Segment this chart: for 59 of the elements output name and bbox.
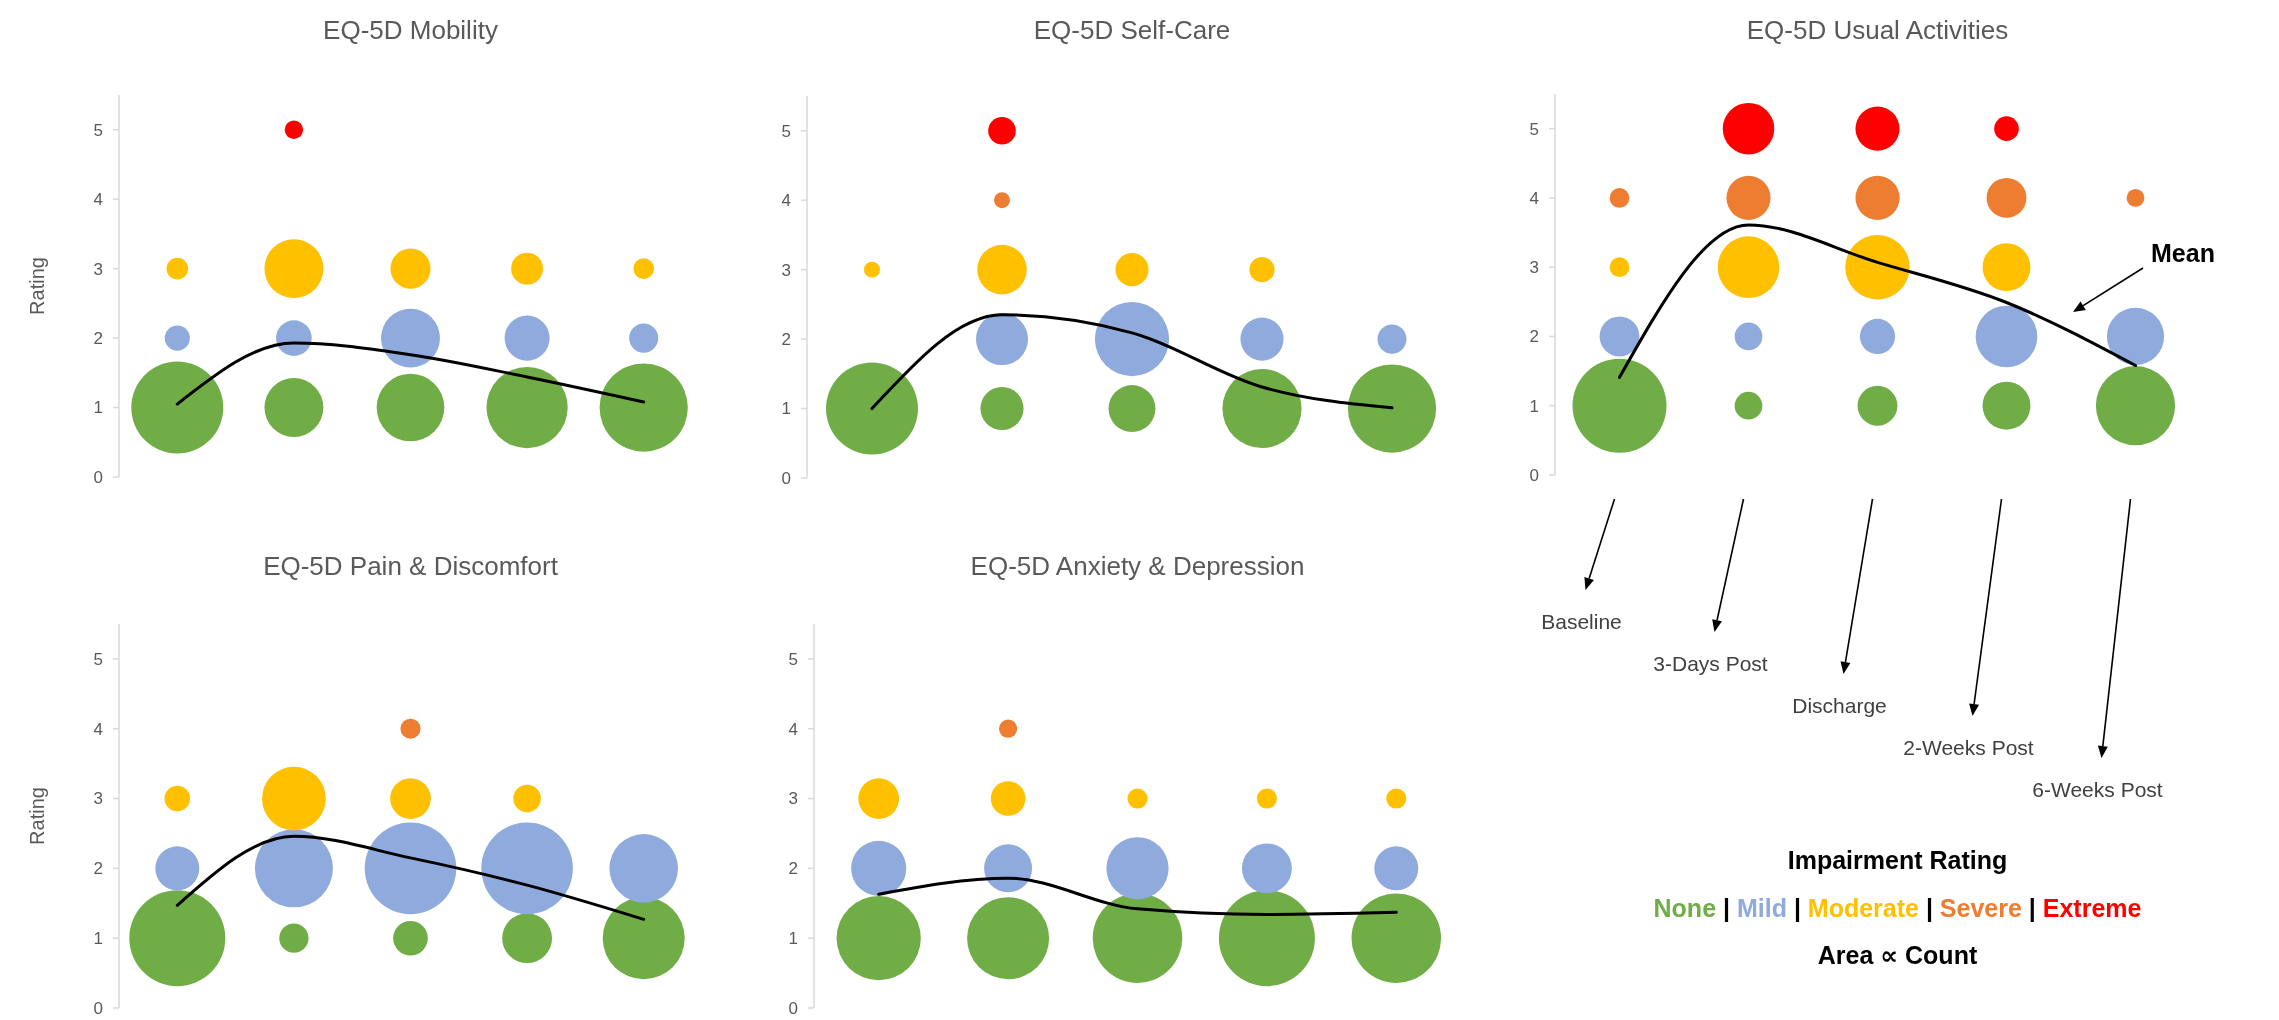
line-series (1618, 223, 2137, 379)
text: Discharge (1792, 694, 1887, 718)
y-axis-title: Rating (26, 257, 48, 315)
y-tick-label: 3 (781, 260, 791, 280)
line-series (877, 876, 1398, 916)
text: None (1653, 893, 1717, 922)
y-tick-label: 0 (1529, 465, 1539, 485)
y-tick-label: 2 (1529, 327, 1539, 347)
text: Moderate (1807, 893, 1920, 922)
text: Mean (2151, 239, 2215, 268)
line-series (175, 834, 646, 921)
chart-title: EQ-5D Usual Activities (1746, 15, 2009, 46)
y-tick-label: 3 (93, 789, 103, 809)
y-tick-label: 2 (93, 859, 103, 879)
text: | (1786, 893, 1808, 922)
text: Baseline (1541, 610, 1622, 634)
y-tick-label: 3 (788, 789, 798, 809)
text: 6-Weeks Post (2032, 778, 2163, 802)
y-tick-label: 2 (781, 330, 791, 350)
chart-title: EQ-5D Pain & Discomfort (263, 551, 559, 582)
text: | (1716, 893, 1737, 922)
y-axis-title: Rating (26, 787, 48, 845)
y-tick-label: 0 (788, 998, 798, 1018)
text: | (2021, 893, 2043, 922)
text: Area ∝ Count (1817, 940, 1978, 969)
chart-title: EQ-5D Mobility (323, 15, 498, 46)
text: 2-Weeks Post (1903, 736, 2034, 760)
line-series (870, 313, 1394, 411)
y-tick-label: 4 (781, 191, 791, 211)
text: Mild (1736, 893, 1787, 922)
chart-title: EQ-5D Anxiety & Depression (970, 551, 1305, 582)
y-tick-label: 1 (93, 398, 103, 418)
text: | (1918, 893, 1940, 922)
y-tick-label: 1 (93, 929, 103, 949)
y-tick-label: 0 (93, 998, 103, 1018)
text: Extreme (2042, 893, 2142, 922)
y-tick-label: 4 (93, 719, 103, 739)
text: 3-Days Post (1653, 652, 1768, 676)
y-tick-label: 0 (781, 468, 791, 488)
y-tick-label: 2 (93, 329, 103, 349)
y-tick-label: 4 (1529, 188, 1539, 208)
line-series (175, 341, 646, 406)
y-tick-label: 5 (93, 649, 103, 669)
y-tick-label: 5 (1529, 119, 1539, 139)
y-tick-label: 3 (1529, 258, 1539, 278)
legend-title: Impairment Rating (1787, 845, 2008, 874)
y-tick-label: 5 (788, 649, 798, 669)
chart-title: EQ-5D Self-Care (1033, 15, 1231, 46)
y-tick-label: 1 (781, 399, 791, 419)
y-tick-label: 5 (93, 120, 103, 140)
y-tick-label: 2 (788, 859, 798, 879)
y-tick-label: 4 (788, 719, 798, 739)
y-tick-label: 4 (93, 190, 103, 210)
text: Severe (1939, 893, 2022, 922)
y-tick-label: 5 (781, 121, 791, 141)
y-tick-label: 3 (93, 259, 103, 279)
y-tick-label: 1 (1529, 396, 1539, 416)
y-tick-label: 0 (93, 467, 103, 487)
y-tick-label: 1 (788, 929, 798, 949)
